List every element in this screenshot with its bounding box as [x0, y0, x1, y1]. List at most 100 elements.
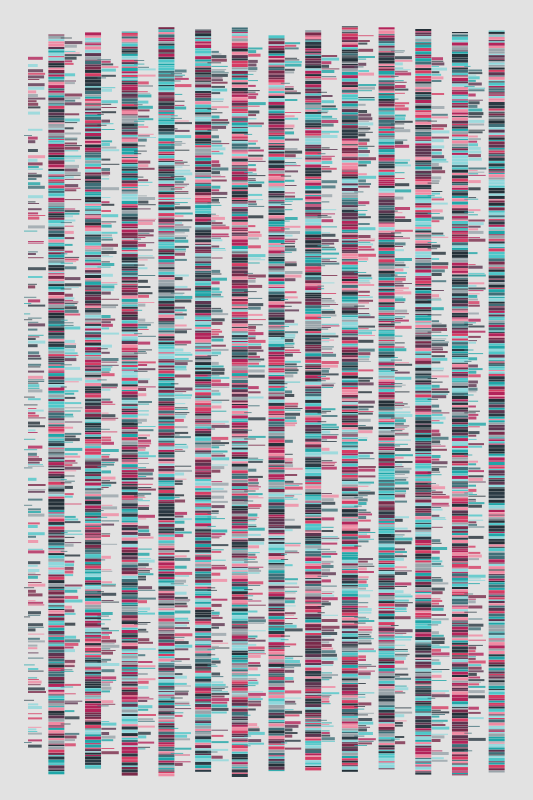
stripe: [158, 95, 175, 97]
stripe: [268, 365, 285, 367]
stripe: [248, 572, 260, 574]
stripe: [101, 484, 112, 487]
stripe: [158, 405, 175, 407]
stripe: [284, 709, 294, 711]
stripe: [121, 46, 138, 49]
stripe: [48, 510, 65, 513]
stripe: [101, 327, 110, 330]
stripe: [158, 527, 175, 529]
stripe: [138, 200, 149, 204]
stripe: [64, 345, 76, 349]
stripe: [341, 194, 358, 198]
stripe: [174, 685, 191, 687]
stripe: [85, 671, 102, 674]
stripe: [121, 223, 138, 227]
stripe: [378, 251, 395, 254]
stripe: [85, 390, 102, 393]
stripe: [248, 349, 264, 352]
stripe: [158, 772, 175, 773]
stripe: [305, 210, 322, 212]
stripe: [341, 709, 358, 712]
stripe: [321, 304, 339, 305]
stripe: [121, 621, 138, 625]
stripe: [211, 321, 223, 325]
stripe: [321, 348, 333, 350]
stripe: [158, 98, 175, 102]
tiny-label: [280, 667, 295, 669]
stripe: [174, 511, 188, 515]
stripe: [378, 181, 395, 184]
stripe: [85, 154, 102, 158]
stripe: [158, 765, 175, 767]
stripe: [48, 112, 65, 116]
stripe: [305, 334, 322, 338]
stripe: [305, 280, 322, 284]
stripe: [268, 740, 285, 744]
stripe: [378, 688, 395, 692]
stripe: [268, 436, 285, 439]
stripe: [28, 626, 44, 628]
stripe: [358, 296, 373, 298]
stripe: [268, 414, 285, 416]
stripe: [268, 745, 285, 747]
stripe: [48, 103, 65, 105]
stripe: [378, 484, 395, 486]
stripe: [158, 231, 175, 233]
stripe: [121, 367, 138, 370]
stripe: [101, 318, 116, 321]
stripe: [28, 600, 36, 602]
stripe: [85, 443, 102, 446]
stripe: [48, 617, 65, 621]
stripe: [284, 157, 303, 159]
stripe: [64, 99, 76, 102]
stripe: [378, 747, 395, 750]
stripe: [138, 746, 151, 748]
stripe: [305, 635, 322, 639]
stripe: [268, 456, 285, 458]
stripe: [305, 212, 322, 215]
tiny-label: [207, 665, 218, 667]
stripe: [284, 747, 302, 750]
stripe: [195, 313, 212, 316]
stripe: [64, 595, 79, 599]
stripe: [248, 728, 260, 732]
stripe: [341, 507, 358, 509]
stripe: [305, 326, 322, 329]
stripe: [28, 679, 39, 680]
stripe: [341, 662, 358, 665]
stripe: [231, 293, 248, 297]
stripe: [358, 328, 369, 330]
stripe: [284, 90, 297, 92]
stripe: [268, 226, 285, 229]
stripe: [121, 126, 138, 128]
stripe: [231, 254, 248, 258]
stripe: [121, 503, 138, 507]
stripe: [268, 756, 285, 759]
stripe: [85, 69, 102, 73]
tiny-label: [317, 606, 325, 607]
stripe: [138, 654, 146, 657]
stripe: [174, 186, 185, 188]
stripe: [85, 265, 102, 268]
stripe: [268, 239, 285, 243]
stripe: [305, 30, 322, 33]
stripe: [101, 480, 110, 482]
stripe: [174, 472, 185, 476]
stripe: [28, 652, 39, 654]
stripe: [231, 352, 248, 356]
tiny-label: [170, 292, 185, 294]
stripe: [378, 511, 395, 515]
stripe: [305, 179, 322, 180]
stripe: [211, 198, 219, 202]
stripe: [195, 651, 212, 654]
stripe: [321, 466, 337, 470]
stripe: [321, 430, 331, 434]
stripe: [158, 338, 175, 341]
stripe: [341, 455, 358, 459]
stripe: [28, 417, 46, 419]
stripe: [231, 320, 248, 324]
stripe: [268, 553, 285, 557]
stripe: [341, 726, 358, 729]
stripe: [231, 421, 248, 423]
stripe: [195, 63, 212, 67]
